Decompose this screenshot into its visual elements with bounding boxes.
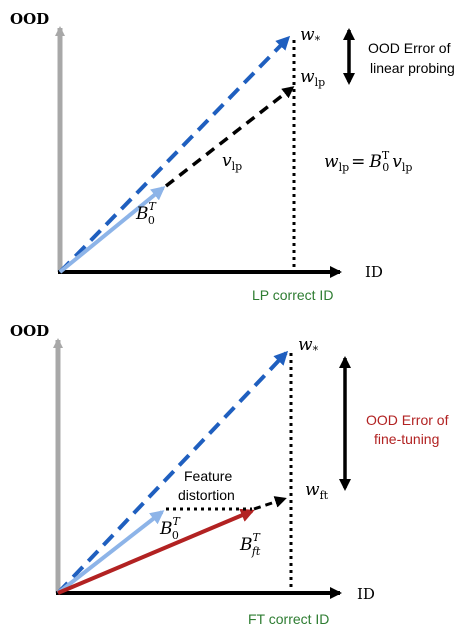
top-error-label-line1: OOD Error of <box>368 40 451 56</box>
bottom-y-axis-label: OOD <box>10 322 49 340</box>
bottom-error-label-line2: fine-tuning <box>374 431 439 447</box>
top-b0-arrow <box>58 186 166 274</box>
bottom-feature-distortion-line1: Feature <box>184 468 232 484</box>
top-w-star-label: w* <box>300 25 321 47</box>
bottom-bft-arrow <box>57 508 255 595</box>
top-y-axis-label: OOD <box>10 10 49 28</box>
top-b0-label: BT 0 <box>135 200 158 227</box>
bottom-correct-id-label: FT correct ID <box>248 611 329 627</box>
bottom-x-axis-label: ID <box>357 585 375 603</box>
top-w-lp-label: wlp <box>300 67 325 89</box>
bottom-b0-label: BT 0 <box>159 515 182 542</box>
top-equation: wlp = BT 0 vlp <box>324 149 412 174</box>
top-v-lp-label: vlp <box>222 151 242 173</box>
top-v-lp-arrow <box>164 86 295 188</box>
bottom-w-star-label: w* <box>298 335 319 357</box>
bottom-panel: OOD ID w* wft BT 0 BT ft Feature distortio… <box>10 322 449 627</box>
bottom-feature-distortion-line2: distortion <box>178 487 235 503</box>
top-w-star-arrow <box>58 35 291 274</box>
top-error-label-line2: linear probing <box>370 60 455 76</box>
bottom-b0-arrow <box>56 510 165 595</box>
bottom-w-ft-label: wft <box>305 480 329 502</box>
top-panel: OOD ID w* wlp vlp BT 0 OOD Error of linea… <box>10 10 455 303</box>
top-correct-id-label: LP correct ID <box>252 287 333 303</box>
bottom-error-label-line1: OOD Error of <box>366 412 449 428</box>
top-x-axis-label: ID <box>365 263 383 281</box>
bottom-w-star-arrow <box>56 350 289 595</box>
bottom-bft-label: BT ft <box>239 531 262 558</box>
bottom-small-dashed-arrow <box>253 496 287 511</box>
